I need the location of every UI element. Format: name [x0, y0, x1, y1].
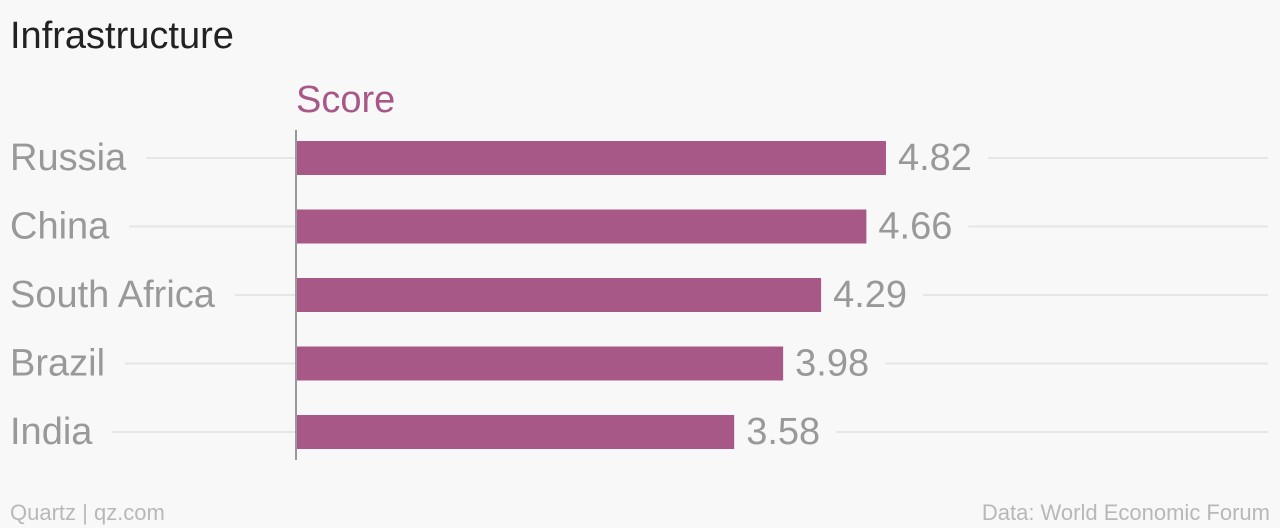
category-labels: Russia China South Africa Brazil India — [10, 137, 216, 453]
value-label: 4.82 — [898, 137, 972, 179]
footer-source: Data: World Economic Forum — [981, 500, 1270, 525]
value-labels: 4.82 4.66 4.29 3.98 3.58 — [746, 137, 972, 453]
bar — [296, 141, 886, 175]
category-label: Russia — [10, 137, 127, 179]
category-label: South Africa — [10, 274, 216, 316]
bar — [296, 278, 822, 312]
chart-title: Infrastructure — [10, 15, 234, 57]
gridlines — [112, 157, 1268, 433]
value-label: 3.98 — [795, 343, 869, 385]
value-label: 4.29 — [833, 274, 907, 316]
category-label: Brazil — [10, 343, 105, 385]
value-label: 3.58 — [746, 411, 820, 453]
value-label: 4.66 — [878, 206, 952, 248]
bar — [296, 415, 735, 449]
category-label: India — [10, 411, 93, 453]
footer-credit: Quartz | qz.com — [10, 500, 165, 525]
bar — [296, 209, 867, 244]
series-label: Score — [296, 79, 395, 121]
bars — [296, 141, 886, 449]
category-label: China — [10, 206, 110, 248]
bar — [296, 346, 784, 381]
